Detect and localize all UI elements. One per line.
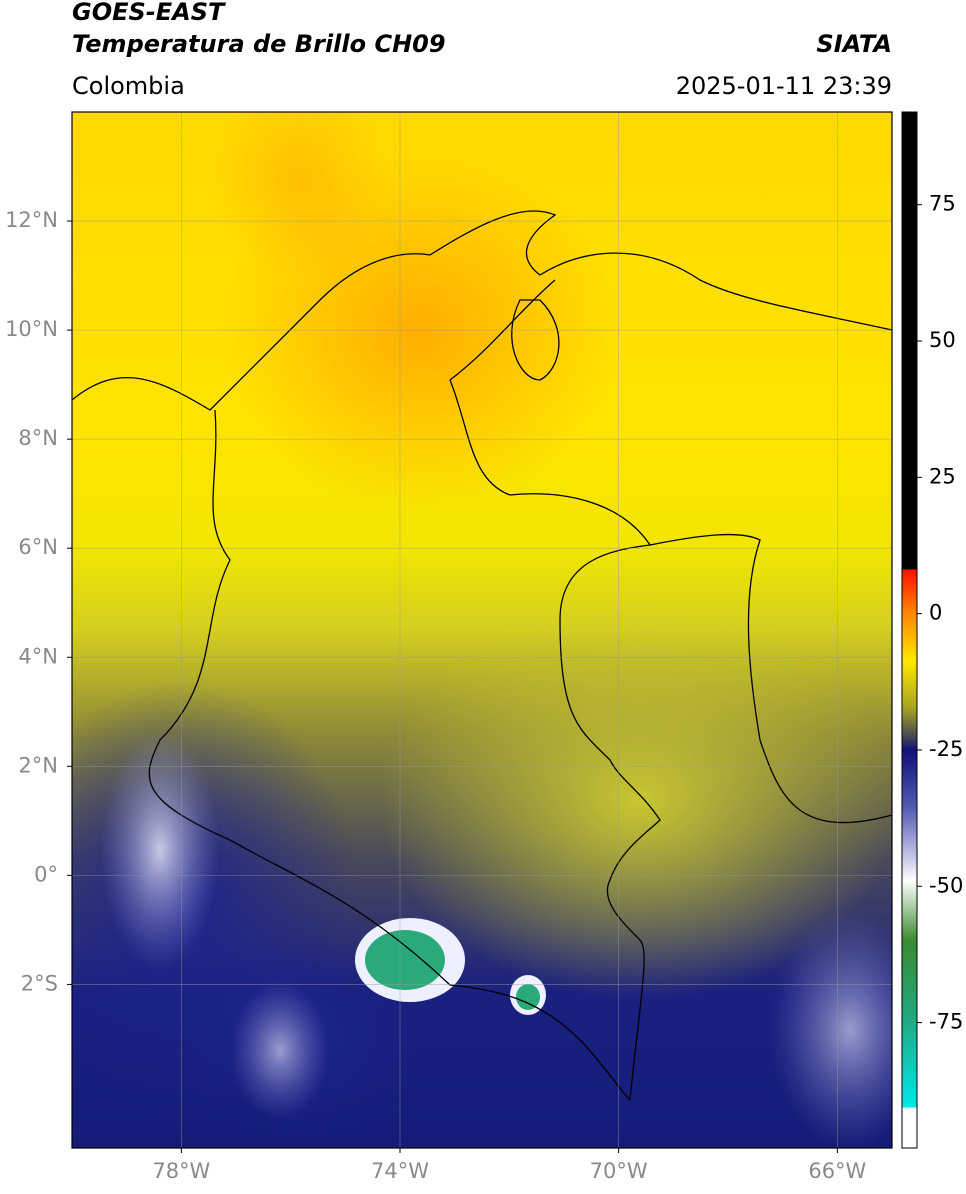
- map-frame: [71, 111, 893, 1149]
- lat-tick-label: 2°N: [18, 753, 58, 777]
- colorbar-tick-label: -75: [929, 1010, 963, 1034]
- colorbar-tick-label: -50: [929, 873, 963, 897]
- region: Colombia: [72, 72, 185, 100]
- source: SIATA: [816, 30, 892, 58]
- colorbar-tick-label: -25: [929, 737, 963, 761]
- colorbar: [901, 111, 918, 1149]
- colorbar-tick-label: 25: [929, 464, 956, 488]
- colorbar-tick-label: 50: [929, 328, 956, 352]
- lon-tick-label: 66°W: [808, 1159, 866, 1183]
- lon-tick-label: 70°W: [590, 1159, 648, 1183]
- lon-tick-label: 78°W: [152, 1159, 210, 1183]
- lat-tick-label: 2°S: [21, 971, 58, 995]
- datetime: 2025-01-11 23:39: [676, 72, 892, 100]
- satellite-image: [72, 112, 892, 1148]
- lat-tick-label: 6°N: [18, 535, 58, 559]
- colorbar-tick-label: 75: [929, 192, 956, 216]
- lat-tick-label: 10°N: [5, 317, 58, 341]
- lat-tick-label: 0°: [34, 862, 58, 886]
- title: GOES-EAST: [72, 0, 226, 26]
- lat-tick-label: 12°N: [5, 208, 58, 232]
- lat-tick-label: 4°N: [18, 644, 58, 668]
- colorbar-tick-label: 0: [929, 601, 942, 625]
- lat-tick-label: 8°N: [18, 426, 58, 450]
- lon-tick-label: 74°W: [371, 1159, 429, 1183]
- title: Temperatura de Brillo CH09: [72, 30, 446, 58]
